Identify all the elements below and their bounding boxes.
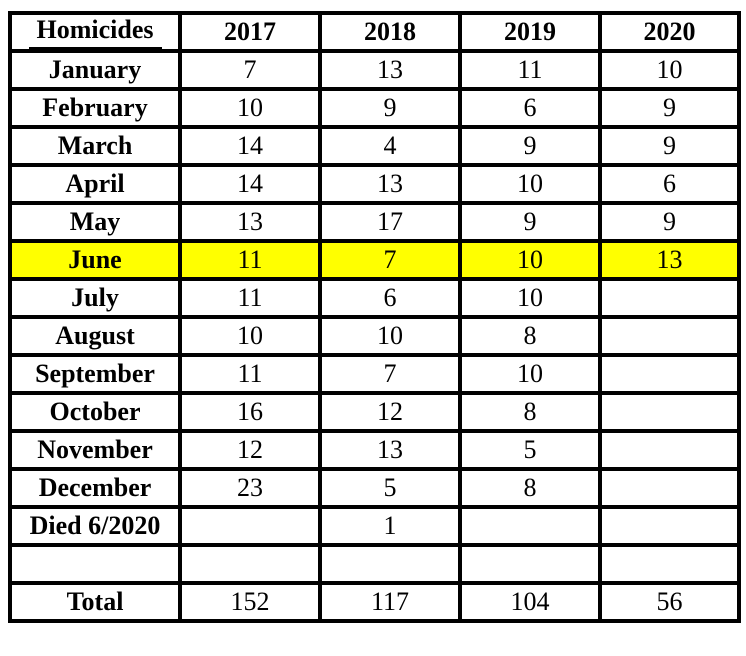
table-cell <box>600 393 739 431</box>
table-cell: 11 <box>180 241 320 279</box>
table-row-died-6-2020: Died 6/2020 1 <box>10 507 739 545</box>
row-label: April <box>10 165 180 203</box>
table-cell: 7 <box>320 241 460 279</box>
table-cell: 14 <box>180 165 320 203</box>
table-cell: 13 <box>320 51 460 89</box>
table-cell <box>460 545 600 583</box>
row-label: August <box>10 317 180 355</box>
column-header-2018: 2018 <box>320 13 460 51</box>
table-cell: 13 <box>180 203 320 241</box>
table-row-june-highlighted: June 11 7 10 13 <box>10 241 739 279</box>
table-cell <box>600 355 739 393</box>
table-cell: 117 <box>320 583 460 621</box>
table-cell: 152 <box>180 583 320 621</box>
table-cell <box>180 507 320 545</box>
table-cell <box>600 507 739 545</box>
table-cell: 6 <box>460 89 600 127</box>
table-cell: 5 <box>460 431 600 469</box>
table-row-july: July 11 6 10 <box>10 279 739 317</box>
table-cell: 9 <box>600 89 739 127</box>
table-cell: 17 <box>320 203 460 241</box>
table-cell: 23 <box>180 469 320 507</box>
table-row-february: February 10 9 6 9 <box>10 89 739 127</box>
row-label: November <box>10 431 180 469</box>
table-cell: 56 <box>600 583 739 621</box>
homicides-title: Homicides <box>28 16 162 49</box>
table-cell: 16 <box>180 393 320 431</box>
table-row-april: April 14 13 10 6 <box>10 165 739 203</box>
row-label: December <box>10 469 180 507</box>
table-cell <box>600 469 739 507</box>
table-cell: 5 <box>320 469 460 507</box>
table-cell: 13 <box>320 431 460 469</box>
table-cell: 10 <box>320 317 460 355</box>
table-row-march: March 14 4 9 9 <box>10 127 739 165</box>
table-cell: 8 <box>460 469 600 507</box>
table-cell: 4 <box>320 127 460 165</box>
row-label: January <box>10 51 180 89</box>
table-cell: 13 <box>600 241 739 279</box>
table-cell <box>600 279 739 317</box>
table-cell: 13 <box>320 165 460 203</box>
table-cell: 10 <box>460 165 600 203</box>
row-label: February <box>10 89 180 127</box>
table-cell: 11 <box>460 51 600 89</box>
table-cell: 1 <box>320 507 460 545</box>
column-header-2019: 2019 <box>460 13 600 51</box>
table-row-january: January 7 13 11 10 <box>10 51 739 89</box>
table-row-september: September 11 7 10 <box>10 355 739 393</box>
table-cell <box>320 545 460 583</box>
table-cell: 6 <box>320 279 460 317</box>
table-cell: 9 <box>460 203 600 241</box>
table-row-october: October 16 12 8 <box>10 393 739 431</box>
table-cell: 12 <box>180 431 320 469</box>
table-cell: 10 <box>180 317 320 355</box>
table-cell <box>600 431 739 469</box>
row-label <box>10 545 180 583</box>
table-cell: 7 <box>180 51 320 89</box>
column-header-homicides: Homicides <box>10 13 180 51</box>
row-label: October <box>10 393 180 431</box>
row-label: Died 6/2020 <box>10 507 180 545</box>
row-label: June <box>10 241 180 279</box>
table-cell <box>600 317 739 355</box>
table-cell: 104 <box>460 583 600 621</box>
table-cell: 9 <box>320 89 460 127</box>
table-cell: 12 <box>320 393 460 431</box>
table-cell: 11 <box>180 279 320 317</box>
table-cell: 10 <box>600 51 739 89</box>
row-label: July <box>10 279 180 317</box>
table-cell: 10 <box>460 355 600 393</box>
table-cell: 10 <box>180 89 320 127</box>
table-cell: 9 <box>600 127 739 165</box>
table-row-november: November 12 13 5 <box>10 431 739 469</box>
row-label: Total <box>10 583 180 621</box>
table-row-may: May 13 17 9 9 <box>10 203 739 241</box>
table-cell: 9 <box>600 203 739 241</box>
table-row-spacer <box>10 545 739 583</box>
header-row: Homicides 2017 2018 2019 2020 <box>10 13 739 51</box>
table-cell: 14 <box>180 127 320 165</box>
table-cell: 10 <box>460 279 600 317</box>
table-row-total: Total 152 117 104 56 <box>10 583 739 621</box>
homicides-table: Homicides 2017 2018 2019 2020 January 7 … <box>8 11 741 623</box>
table-row-december: December 23 5 8 <box>10 469 739 507</box>
table-cell <box>600 545 739 583</box>
row-label: September <box>10 355 180 393</box>
table-cell: 9 <box>460 127 600 165</box>
table-cell <box>460 507 600 545</box>
table-cell: 6 <box>600 165 739 203</box>
column-header-2020: 2020 <box>600 13 739 51</box>
table-row-august: August 10 10 8 <box>10 317 739 355</box>
table-cell <box>180 545 320 583</box>
row-label: May <box>10 203 180 241</box>
table-cell: 8 <box>460 317 600 355</box>
table-cell: 10 <box>460 241 600 279</box>
row-label: March <box>10 127 180 165</box>
table-cell: 8 <box>460 393 600 431</box>
table-cell: 7 <box>320 355 460 393</box>
table-cell: 11 <box>180 355 320 393</box>
column-header-2017: 2017 <box>180 13 320 51</box>
